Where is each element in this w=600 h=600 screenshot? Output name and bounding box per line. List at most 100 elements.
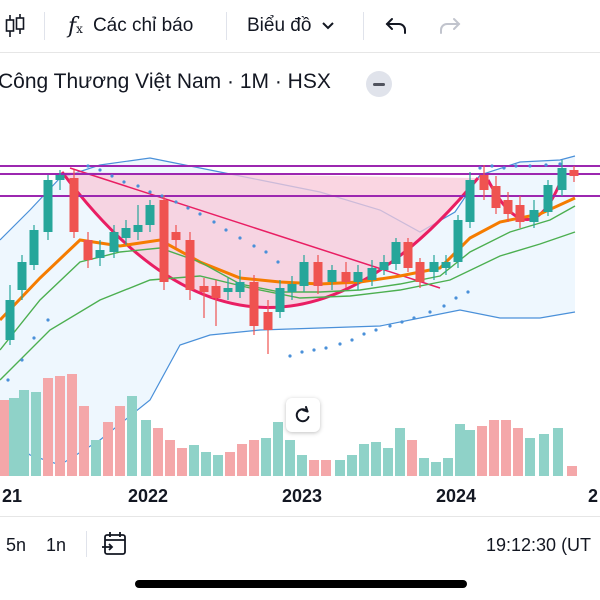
symbol-title[interactable]: Công Thương Việt Nam · 1M · HSX	[0, 70, 331, 93]
candle-body	[235, 282, 245, 292]
volume-bar	[189, 445, 199, 476]
volume-bar	[553, 428, 563, 476]
sar-dot	[252, 244, 256, 248]
sar-dot	[466, 290, 470, 294]
candle-body	[313, 262, 323, 286]
collapse-legend-button[interactable]	[366, 71, 392, 97]
candle-body	[95, 250, 105, 258]
trend-line	[69, 167, 441, 289]
candle-body	[403, 242, 413, 268]
sar-dot	[428, 310, 432, 314]
volume-bar	[297, 455, 307, 476]
volume-bar	[67, 374, 77, 476]
chart-type-button[interactable]: Biểu đồ	[247, 0, 335, 52]
toolbar-divider	[44, 12, 45, 40]
volume-bar	[359, 444, 369, 476]
sar-dot	[374, 328, 378, 332]
volume-bar	[177, 448, 187, 476]
sar-dot	[136, 184, 140, 188]
sar-dot	[412, 316, 416, 320]
volume-bar	[347, 455, 357, 476]
candle-body	[415, 262, 425, 282]
sar-dot	[350, 338, 354, 342]
candle-body	[341, 272, 351, 282]
x-axis-label: 21	[2, 486, 23, 506]
candle-body	[557, 168, 567, 190]
volume-bar	[321, 460, 331, 476]
chevron-down-icon	[322, 22, 335, 30]
sar-dot	[148, 190, 152, 194]
candle-body	[543, 185, 553, 212]
candle-body	[327, 270, 337, 282]
candle-body	[55, 175, 65, 180]
volume-bar	[249, 440, 259, 476]
candle-body	[569, 170, 579, 176]
sar-dot	[528, 164, 532, 168]
function-icon: fx	[68, 13, 83, 39]
range-5n-button[interactable]: 5n	[6, 535, 27, 555]
sar-dot	[46, 318, 50, 322]
volume-bar	[443, 458, 453, 476]
home-indicator	[135, 580, 467, 588]
sar-dot	[98, 168, 102, 172]
sar-dot	[312, 348, 316, 352]
sar-dot	[122, 180, 126, 184]
volume-bar	[261, 438, 271, 476]
sar-dot	[238, 236, 242, 240]
volume-bar	[285, 440, 295, 476]
range-1n-button[interactable]: 1n	[46, 535, 67, 555]
volume-bar	[153, 428, 163, 476]
volume-bar	[225, 452, 235, 476]
sar-dot	[362, 332, 366, 336]
volume-bar	[213, 455, 223, 476]
undo-icon[interactable]	[384, 0, 408, 52]
sar-dot	[32, 336, 36, 340]
candle-body	[391, 242, 401, 264]
candle-body	[17, 262, 27, 290]
volume-bar	[513, 428, 523, 476]
candle-body	[491, 186, 501, 208]
candles-icon[interactable]	[4, 0, 26, 52]
sar-dot	[324, 346, 328, 350]
sar-dot	[288, 354, 292, 358]
ma-line	[0, 231, 576, 381]
candle-body	[121, 228, 131, 238]
chart-type-label: Biểu đồ	[247, 15, 312, 36]
volume-bar	[165, 440, 175, 476]
divider	[86, 531, 87, 562]
volume-bar	[43, 378, 53, 476]
volume-bar	[501, 420, 511, 476]
sar-dot	[198, 212, 202, 216]
candle-body	[43, 180, 53, 232]
candle-body	[367, 268, 377, 280]
x-axis-label: 2024	[436, 486, 477, 506]
x-axis-label: 2022	[128, 486, 169, 506]
candle-body	[453, 220, 463, 262]
reset-chart-button[interactable]	[286, 398, 320, 432]
indicators-button[interactable]: fx Các chỉ báo	[68, 0, 193, 52]
x-axis-label: 2023	[282, 486, 323, 506]
volume-bar	[127, 396, 137, 476]
price-chart[interactable]	[0, 100, 600, 476]
candle-body	[159, 200, 169, 282]
candle-body	[29, 230, 39, 265]
candle-body	[109, 232, 119, 252]
volume-bar	[371, 442, 381, 476]
go-to-date-icon[interactable]	[100, 530, 128, 563]
volume-bar	[335, 460, 345, 476]
candle-body	[429, 262, 439, 272]
candle-body	[441, 262, 451, 268]
candle-body	[185, 240, 195, 290]
sar-dot	[442, 304, 446, 308]
sar-dot	[186, 206, 190, 210]
volume-bar	[395, 428, 405, 476]
candle-body	[69, 178, 79, 232]
volume-bar	[237, 444, 247, 476]
redo-icon[interactable]	[438, 0, 462, 52]
candle-body	[299, 262, 309, 286]
volume-bar	[465, 430, 475, 476]
sar-dot	[558, 162, 562, 166]
toolbar-divider	[226, 12, 227, 40]
volume-bar	[525, 438, 535, 476]
volume-bar	[455, 424, 465, 476]
